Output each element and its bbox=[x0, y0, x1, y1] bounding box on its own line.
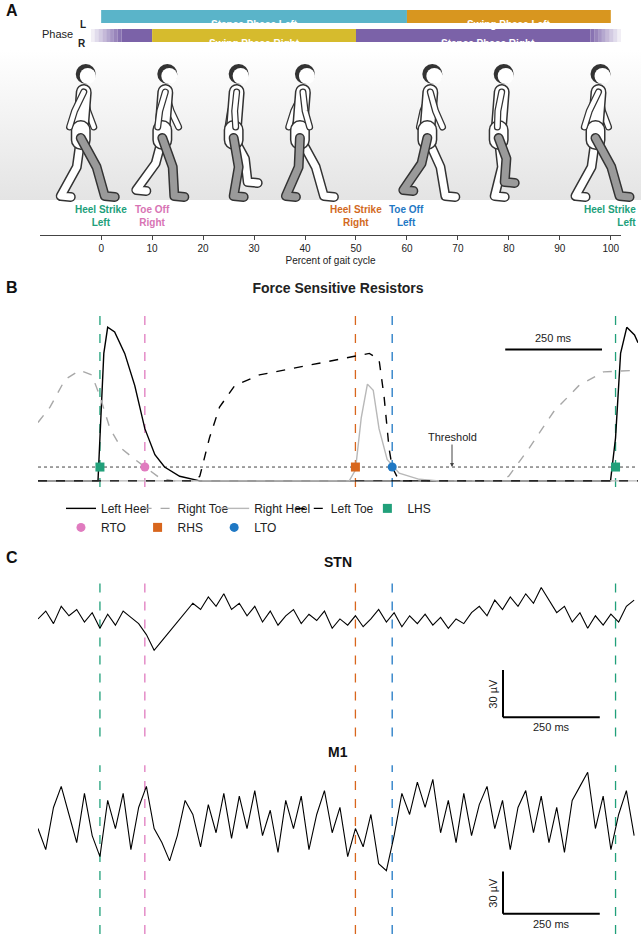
svg-text:60: 60 bbox=[401, 243, 413, 254]
svg-text:Toe OffRight: Toe OffRight bbox=[135, 204, 170, 228]
svg-text:10: 10 bbox=[147, 243, 159, 254]
svg-text:LHS: LHS bbox=[407, 502, 430, 516]
svg-text:30: 30 bbox=[248, 243, 260, 254]
svg-text:20: 20 bbox=[198, 243, 210, 254]
svg-text:M1: M1 bbox=[328, 744, 348, 760]
svg-text:STN: STN bbox=[324, 554, 352, 570]
svg-text:Stance Phase Left: Stance Phase Left bbox=[211, 19, 298, 30]
svg-text:L: L bbox=[80, 19, 86, 30]
svg-text:Left Heel: Left Heel bbox=[101, 502, 149, 516]
svg-text:Percent of gait cycle: Percent of gait cycle bbox=[285, 255, 375, 266]
svg-text:Heel StrikeLeft: Heel StrikeLeft bbox=[584, 204, 636, 228]
html-text:B: B bbox=[6, 279, 18, 296]
svg-text:250 ms: 250 ms bbox=[535, 332, 572, 344]
svg-text:Heel StrikeRight: Heel StrikeRight bbox=[330, 204, 382, 228]
svg-text:RHS: RHS bbox=[178, 521, 203, 535]
svg-text:30 µV: 30 µV bbox=[487, 679, 499, 709]
svg-text:Toe OffLeft: Toe OffLeft bbox=[389, 204, 424, 228]
svg-text:250 ms: 250 ms bbox=[533, 721, 570, 733]
svg-text:Swing Phase Left: Swing Phase Left bbox=[467, 19, 550, 30]
svg-text:90: 90 bbox=[554, 243, 566, 254]
svg-text:50: 50 bbox=[350, 243, 362, 254]
svg-text:R: R bbox=[78, 38, 86, 49]
svg-text:Stance Phase Right: Stance Phase Right bbox=[441, 38, 535, 49]
svg-text:Phase: Phase bbox=[42, 28, 73, 40]
svg-text:RTO: RTO bbox=[101, 521, 126, 535]
svg-text:100: 100 bbox=[602, 243, 619, 254]
svg-text:Swing Phase Right: Swing Phase Right bbox=[209, 38, 300, 49]
svg-text:0: 0 bbox=[98, 243, 104, 254]
svg-text:LTO: LTO bbox=[254, 521, 276, 535]
svg-text:Right Heel: Right Heel bbox=[254, 502, 311, 517]
svg-text:80: 80 bbox=[503, 243, 515, 254]
svg-text:Heel StrikeLeft: Heel StrikeLeft bbox=[75, 204, 127, 228]
svg-text:Threshold: Threshold bbox=[428, 431, 477, 443]
svg-text:Force Sensitive Resistors: Force Sensitive Resistors bbox=[252, 280, 423, 296]
svg-text:70: 70 bbox=[452, 243, 464, 254]
svg-text:40: 40 bbox=[299, 243, 311, 254]
svg-text:30 µV: 30 µV bbox=[487, 878, 499, 908]
html-text:A: A bbox=[6, 2, 18, 19]
svg-text:250 ms: 250 ms bbox=[533, 918, 570, 930]
svg-text:Left Toe: Left Toe bbox=[331, 502, 374, 516]
svg-text:Right Toe: Right Toe bbox=[177, 502, 229, 517]
html-text:C: C bbox=[6, 549, 18, 566]
